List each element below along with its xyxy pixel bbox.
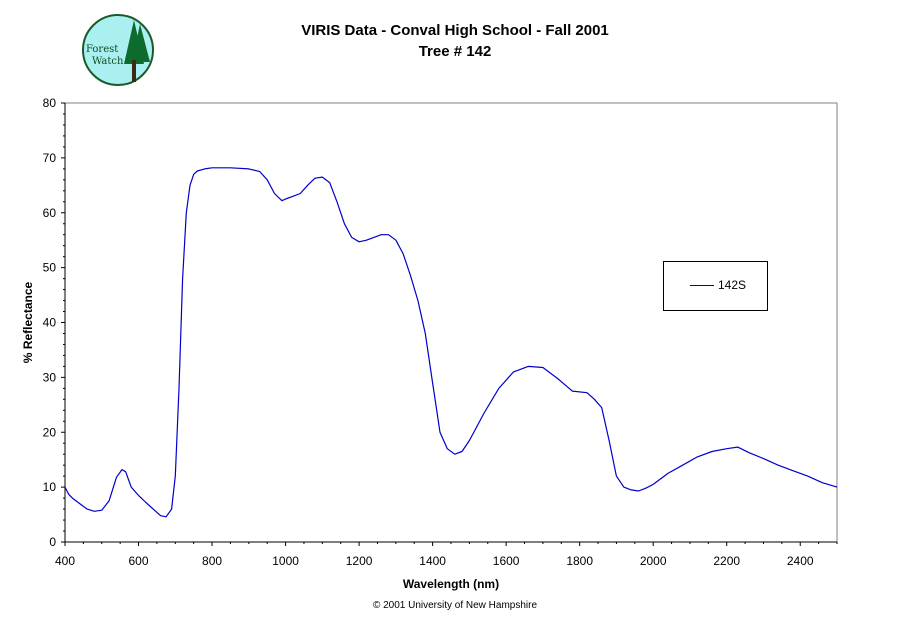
- y-tick-label: 30: [43, 370, 57, 384]
- y-tick-label: 50: [43, 261, 57, 275]
- y-axis-label: % Reflectance: [21, 281, 35, 363]
- x-tick-label: 1000: [272, 554, 299, 568]
- x-tick-label: 2000: [640, 554, 667, 568]
- x-tick-label: 2200: [713, 554, 740, 568]
- y-tick-label: 60: [43, 206, 57, 220]
- y-tick-label: 20: [43, 425, 57, 439]
- x-tick-label: 1600: [493, 554, 520, 568]
- x-tick-label: 600: [129, 554, 149, 568]
- logo-text-watch: Watch: [92, 56, 124, 67]
- y-tick-label: 0: [49, 535, 56, 549]
- y-tick-label: 40: [43, 316, 57, 330]
- x-tick-label: 400: [55, 554, 75, 568]
- y-tick-label: 10: [43, 480, 57, 494]
- legend: 142S: [663, 261, 768, 311]
- x-tick-label: 1200: [346, 554, 373, 568]
- logo-text-forest: Forest: [86, 44, 118, 55]
- y-tick-label: 70: [43, 151, 57, 165]
- x-axis-label: Wavelength (nm): [403, 577, 499, 591]
- forest-watch-logo: Forest Watch: [82, 14, 154, 86]
- x-tick-label: 1400: [419, 554, 446, 568]
- x-tick-label: 1800: [566, 554, 593, 568]
- chart-title: VIRIS Data - Conval High School - Fall 2…: [301, 22, 609, 39]
- series-line-142s: [64, 167, 838, 518]
- legend-swatch-142s: [690, 285, 714, 286]
- legend-label-142s: 142S: [718, 278, 747, 292]
- chart-subtitle: Tree # 142: [418, 43, 492, 60]
- x-tick-label: 2400: [787, 554, 814, 568]
- copyright-footer: © 2001 University of New Hampshire: [372, 600, 538, 611]
- x-tick-label: 800: [202, 554, 222, 568]
- y-tick-label: 80: [43, 96, 57, 110]
